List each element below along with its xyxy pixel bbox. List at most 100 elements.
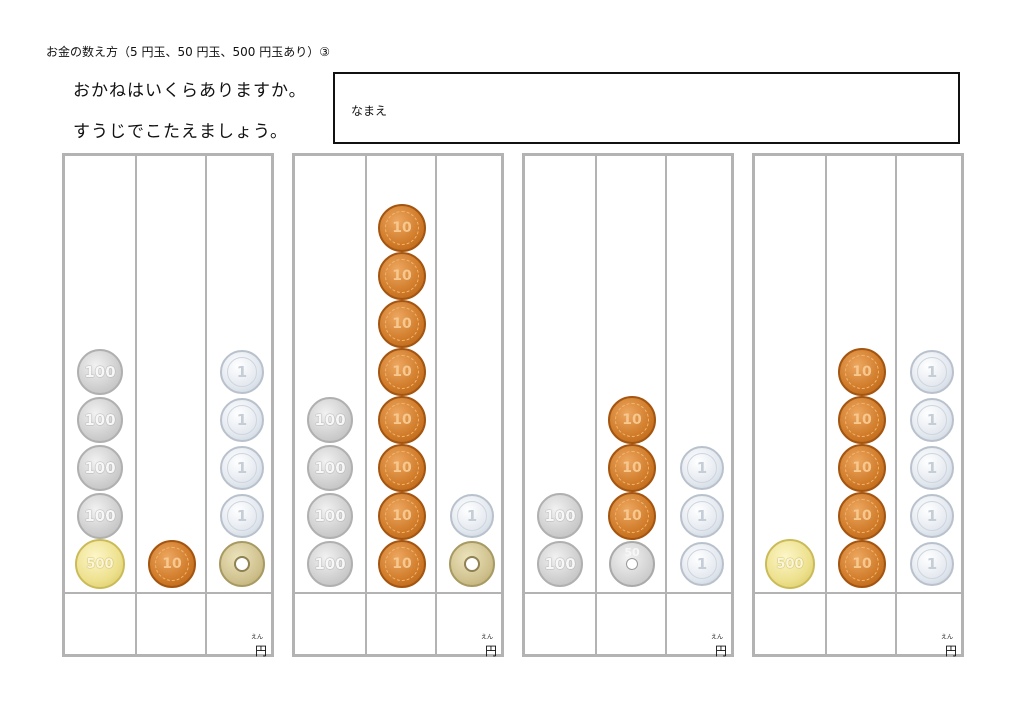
coin-10-yen: 10 — [148, 540, 196, 588]
coin-10-yen: 10 — [378, 396, 426, 444]
coin-denomination: 1 — [696, 555, 708, 573]
coin-10-yen: 10 — [608, 492, 656, 540]
coin-1-yen: 1 — [910, 542, 954, 586]
yen-unit: 円 — [254, 644, 267, 658]
coin-1-yen: 1 — [680, 542, 724, 586]
coin-denomination: 1 — [926, 363, 938, 381]
coin-denomination: 1 — [466, 507, 478, 525]
answer-row-divider — [755, 592, 961, 594]
coin-denomination: 100 — [84, 507, 116, 525]
coin-100-yen: 100 — [77, 493, 123, 539]
coin-column: 500 — [755, 156, 825, 654]
coin-10-yen: 10 — [378, 348, 426, 396]
coin-denomination: 100 — [314, 459, 346, 477]
coin-100-yen: 100 — [537, 493, 583, 539]
coin-10-yen: 10 — [608, 396, 656, 444]
coin-column: 10 10 10 50 — [595, 156, 667, 654]
coin-denomination: 1 — [926, 411, 938, 429]
coin-denomination: 10 — [392, 412, 412, 428]
coin-denomination: 10 — [852, 364, 872, 380]
coin-denomination: 100 — [84, 363, 116, 381]
coin-column: 10 — [135, 156, 207, 654]
coin-1-yen: 1 — [220, 446, 264, 490]
coin-denomination: 100 — [314, 555, 346, 573]
coin-denomination: 10 — [852, 460, 872, 476]
coin-denomination: 1 — [696, 459, 708, 477]
coin-100-yen: 100 — [307, 445, 353, 491]
coin-10-yen: 10 — [608, 444, 656, 492]
coin-denomination: 1 — [236, 459, 248, 477]
coin-column: 1 — [435, 156, 507, 654]
coin-10-yen: 10 — [838, 348, 886, 396]
coin-10-yen: 10 — [378, 540, 426, 588]
coin-column: 10 10 10 10 10 — [825, 156, 897, 654]
coin-10-yen: 10 — [838, 492, 886, 540]
coin-5-yen — [219, 541, 265, 587]
coin-denomination: 1 — [926, 459, 938, 477]
answer-field[interactable] — [295, 594, 501, 654]
coin-10-yen: 10 — [838, 540, 886, 588]
problem-panel: 100 100 10 10 10 50 1 1 1 えん円 — [522, 153, 737, 658]
coin-1-yen: 1 — [910, 398, 954, 442]
coin-denomination: 10 — [622, 460, 642, 476]
coin-denomination: 1 — [236, 363, 248, 381]
coin-column: 1 1 1 — [665, 156, 737, 654]
answer-field[interactable] — [525, 594, 731, 654]
coin-denomination: 10 — [392, 460, 412, 476]
coin-denomination: 100 — [84, 411, 116, 429]
coin-100-yen: 100 — [307, 541, 353, 587]
coin-denomination: 1 — [926, 507, 938, 525]
yen-unit: 円 — [944, 644, 957, 658]
coin-denomination: 10 — [622, 412, 642, 428]
worksheet-title: お金の数え方（5 円玉、50 円玉、500 円玉あり）③ — [46, 45, 331, 59]
coin-1-yen: 1 — [910, 446, 954, 490]
coin-denomination: 10 — [852, 508, 872, 524]
coin-100-yen: 100 — [77, 349, 123, 395]
coin-denomination: 1 — [236, 507, 248, 525]
coin-1-yen: 1 — [220, 350, 264, 394]
yen-ruby: えん — [480, 634, 493, 641]
answer-field[interactable] — [65, 594, 271, 654]
coin-100-yen: 100 — [307, 397, 353, 443]
coin-denomination: 100 — [544, 555, 576, 573]
coin-50-yen: 50 — [609, 541, 655, 587]
problem-panel: 100 100 100 100 500 10 1 1 1 1 えん円 — [62, 153, 277, 658]
yen-unit: 円 — [714, 644, 727, 658]
yen-unit: 円 — [484, 644, 497, 658]
coin-10-yen: 10 — [378, 204, 426, 252]
answer-field[interactable] — [755, 594, 961, 654]
coin-denomination: 10 — [852, 412, 872, 428]
coin-column: 100 100 100 100 — [295, 156, 365, 654]
coin-denomination: 10 — [392, 556, 412, 572]
prompt-instruction: すうじでこたえましょう。 — [73, 122, 288, 142]
name-label: なまえ — [351, 104, 388, 118]
answer-row-divider — [525, 592, 731, 594]
coin-500-yen: 500 — [765, 539, 815, 589]
coin-denomination: 100 — [84, 459, 116, 477]
coin-1-yen: 1 — [680, 494, 724, 538]
yen-ruby: えん — [940, 634, 953, 641]
coin-1-yen: 1 — [680, 446, 724, 490]
coin-10-yen: 10 — [378, 444, 426, 492]
coin-column: 100 100 — [525, 156, 595, 654]
coin-10-yen: 10 — [378, 252, 426, 300]
yen-ruby: えん — [250, 634, 263, 641]
name-field[interactable]: なまえ — [333, 72, 960, 144]
coin-10-yen: 10 — [378, 492, 426, 540]
coin-1-yen: 1 — [450, 494, 494, 538]
coin-column: 1 1 1 1 — [205, 156, 277, 654]
coin-500-yen: 500 — [75, 539, 125, 589]
answer-row-divider — [65, 592, 271, 594]
coin-denomination: 10 — [392, 364, 412, 380]
coin-denomination: 1 — [696, 507, 708, 525]
coin-100-yen: 100 — [77, 397, 123, 443]
coin-denomination: 10 — [392, 508, 412, 524]
coin-10-yen: 10 — [838, 396, 886, 444]
yen-ruby: えん — [710, 634, 723, 641]
coin-10-yen: 10 — [838, 444, 886, 492]
coin-column: 10 10 10 10 10 10 10 10 — [365, 156, 437, 654]
prompt-question: おかねはいくらありますか。 — [73, 81, 307, 101]
coin-denomination: 1 — [236, 411, 248, 429]
coin-denomination: 10 — [392, 316, 412, 332]
coin-100-yen: 100 — [77, 445, 123, 491]
